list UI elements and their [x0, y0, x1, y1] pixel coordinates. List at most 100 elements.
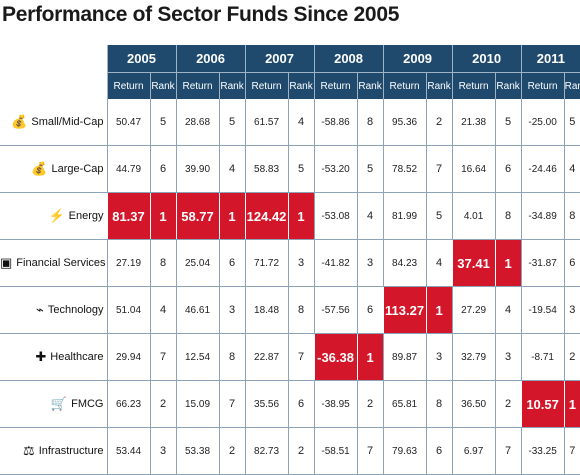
- category-label: Infrastructure: [38, 445, 104, 457]
- rank-subheader-2011: Rank: [563, 72, 580, 99]
- return-value: 21.38: [451, 99, 496, 146]
- rank-value: 1: [218, 192, 246, 240]
- return-value: -36.38: [313, 333, 358, 381]
- rank-value: 1: [425, 286, 453, 334]
- rank-value: 6: [356, 286, 384, 334]
- return-value: 6.97: [451, 427, 496, 475]
- rank-value: 2: [287, 427, 315, 475]
- return-value: 36.50: [451, 380, 496, 428]
- header-corner: [0, 45, 107, 73]
- return-value: 35.56: [244, 380, 289, 428]
- plug-icon: ⌁: [36, 302, 44, 317]
- rank-value: 4: [218, 145, 246, 193]
- return-value: 81.99: [382, 192, 427, 240]
- rank-value: 3: [287, 239, 315, 287]
- return-value: -8.71: [520, 333, 565, 381]
- rank-subheader-2005: Rank: [149, 72, 177, 99]
- rank-value: 1: [287, 192, 315, 240]
- rank-value: 7: [494, 427, 522, 475]
- rank-value: 5: [494, 99, 522, 146]
- return-value: 22.87: [244, 333, 289, 381]
- rank-value: 4: [563, 145, 580, 193]
- rank-value: 8: [425, 380, 453, 428]
- crane-icon: ⚖: [23, 443, 35, 458]
- rank-value: 2: [356, 380, 384, 428]
- year-header-row: 2005 2006 2007 2008 2009 2010 2011: [0, 45, 580, 73]
- rank-subheader-2010: Rank: [494, 72, 522, 99]
- return-value: 32.79: [451, 333, 496, 381]
- rank-value: 3: [356, 239, 384, 287]
- return-value: -38.95: [313, 380, 358, 428]
- return-subheader-2005: Return: [106, 72, 150, 99]
- rank-value: 7: [287, 333, 315, 381]
- return-value: 12.54: [175, 333, 220, 381]
- return-value: 124.42: [244, 192, 289, 240]
- subheader-corner: [0, 72, 107, 99]
- return-value: 51.04: [106, 286, 150, 334]
- category-cell: ⚖ Infrastructure: [0, 427, 107, 475]
- shopping-cart-icon: 🛒: [50, 396, 68, 411]
- rank-value: 7: [149, 333, 177, 381]
- rank-value: 6: [287, 380, 315, 428]
- subheader-row: Return Rank Return Rank Return Rank Return Rank…: [0, 72, 580, 99]
- return-value: 113.27: [382, 286, 427, 334]
- rank-value: 4: [494, 286, 522, 334]
- rank-subheader-2009: Rank: [425, 72, 453, 99]
- category-label: Energy: [68, 210, 104, 222]
- rank-value: 4: [356, 192, 384, 240]
- return-value: 95.36: [382, 99, 427, 146]
- rank-value: 5: [425, 192, 453, 240]
- table-row: 🛒 FMCG 66.23 2 15.09 7 35.56 6 -38.95 2 65.81 8 36.5…: [0, 380, 580, 428]
- rank-value: 1: [356, 333, 384, 381]
- rank-value: 4: [425, 239, 453, 287]
- return-value: 15.09: [175, 380, 220, 428]
- rank-value: 8: [356, 99, 384, 146]
- return-value: 53.38: [175, 427, 220, 475]
- rank-value: 7: [425, 145, 453, 193]
- rank-value: 6: [149, 145, 177, 193]
- rank-value: 5: [563, 99, 580, 146]
- return-value: 58.77: [175, 192, 220, 240]
- rank-value: 8: [287, 286, 315, 334]
- category-cell: ✚ Healthcare: [0, 333, 107, 381]
- return-value: 16.64: [451, 145, 496, 193]
- safe-icon: ▣: [0, 255, 13, 270]
- rank-subheader-2008: Rank: [356, 72, 384, 99]
- year-header-2011: 2011: [520, 45, 580, 73]
- category-cell: 🛒 FMCG: [0, 380, 107, 428]
- category-label: Large-Cap: [51, 163, 104, 175]
- rank-value: 3: [425, 333, 453, 381]
- rank-value: 1: [149, 192, 177, 240]
- return-value: 81.37: [106, 192, 150, 240]
- return-value: -25.00: [520, 99, 565, 146]
- return-value: -19.54: [520, 286, 565, 334]
- return-value: 78.52: [382, 145, 427, 193]
- category-label: Small/Mid-Cap: [31, 116, 104, 128]
- return-value: -58.51: [313, 427, 358, 475]
- rank-value: 2: [563, 333, 580, 381]
- return-value: 82.73: [244, 427, 289, 475]
- rank-value: 1: [494, 239, 522, 287]
- return-value: 44.79: [106, 145, 150, 193]
- table-row: ▣ Financial Services 27.19 8 25.04 6 71.72 3 -41…: [0, 239, 580, 287]
- table-row: 💰 Large-Cap 44.79 6 39.90 4 58.83 5 -53.20 5 78.52…: [0, 145, 580, 193]
- category-cell: 💰 Small/Mid-Cap: [0, 99, 107, 146]
- table-row: ⚖ Infrastructure 53.44 3 53.38 2 82.73 2 -58.51 7…: [0, 427, 580, 475]
- return-value: 10.57: [520, 380, 565, 428]
- medical-kit-icon: ✚: [35, 349, 47, 364]
- return-value: 37.41: [451, 239, 496, 287]
- rank-value: 3: [218, 286, 246, 334]
- return-value: 27.19: [106, 239, 150, 287]
- rank-value: 3: [563, 286, 580, 334]
- return-subheader-2007: Return: [244, 72, 289, 99]
- return-subheader-2008: Return: [313, 72, 358, 99]
- return-value: 50.47: [106, 99, 150, 146]
- rank-value: 7: [563, 427, 580, 475]
- sector-funds-table: 2005 2006 2007 2008 2009 2010 2011 Return Rank R…: [0, 45, 580, 475]
- return-subheader-2009: Return: [382, 72, 427, 99]
- year-header-2009: 2009: [382, 45, 453, 73]
- rank-value: 2: [494, 380, 522, 428]
- return-subheader-2011: Return: [520, 72, 565, 99]
- return-value: 84.23: [382, 239, 427, 287]
- category-cell: 💰 Large-Cap: [0, 145, 107, 193]
